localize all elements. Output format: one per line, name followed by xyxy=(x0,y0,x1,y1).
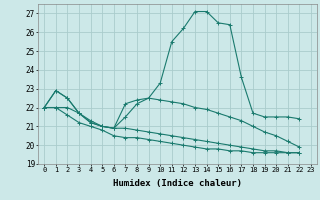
X-axis label: Humidex (Indice chaleur): Humidex (Indice chaleur) xyxy=(113,179,242,188)
